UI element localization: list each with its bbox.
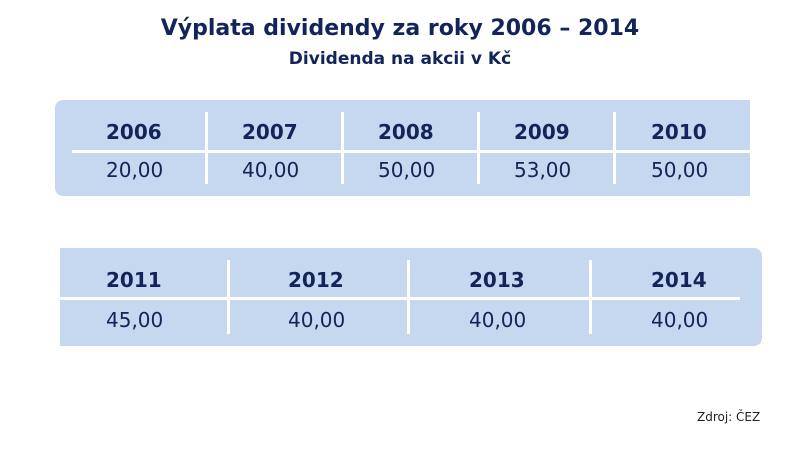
subtitle: Dividenda na akcii v Kč bbox=[288, 49, 512, 69]
dividend-value: 40,00 bbox=[288, 308, 346, 332]
year: 2010 bbox=[651, 120, 707, 144]
year: 2013 bbox=[469, 268, 525, 292]
column-divider bbox=[407, 260, 410, 334]
dividend-value: 40,00 bbox=[469, 308, 527, 332]
column-divider bbox=[227, 260, 230, 334]
row-divider bbox=[60, 297, 740, 300]
column-divider bbox=[613, 112, 616, 184]
dividend-value: 40,00 bbox=[242, 158, 300, 182]
column-divider bbox=[341, 112, 344, 184]
year: 2006 bbox=[106, 120, 162, 144]
year: 2011 bbox=[106, 268, 162, 292]
column-divider bbox=[477, 112, 480, 184]
year: 2012 bbox=[288, 268, 344, 292]
dividend-value: 45,00 bbox=[106, 308, 164, 332]
dividend-value: 20,00 bbox=[106, 158, 164, 182]
dividend-value: 50,00 bbox=[651, 158, 709, 182]
year: 2014 bbox=[651, 268, 707, 292]
column-divider bbox=[205, 112, 208, 184]
column-divider bbox=[589, 260, 592, 334]
source: Zdroj: ČEZ bbox=[697, 410, 761, 424]
dividend-value: 53,00 bbox=[514, 158, 572, 182]
year: 2009 bbox=[514, 120, 570, 144]
dividend-value: 40,00 bbox=[651, 308, 709, 332]
year: 2007 bbox=[242, 120, 298, 144]
title: Výplata dividendy za roky 2006 – 2014 bbox=[160, 16, 640, 41]
table-panel bbox=[55, 100, 750, 196]
dividend-value: 50,00 bbox=[378, 158, 436, 182]
row-divider bbox=[72, 150, 750, 153]
year: 2008 bbox=[378, 120, 434, 144]
